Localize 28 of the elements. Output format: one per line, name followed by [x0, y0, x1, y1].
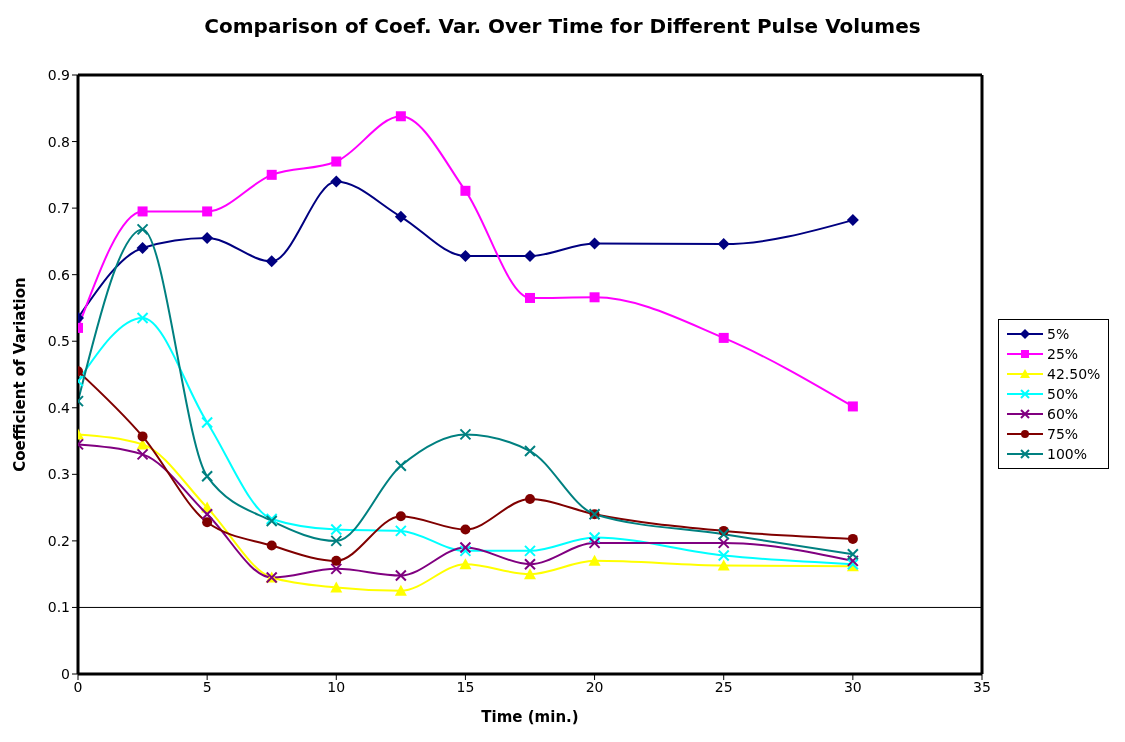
y-tick-label: 0.1 — [47, 599, 70, 616]
y-tick-label: 0.5 — [47, 333, 70, 350]
legend-label: 5% — [1047, 326, 1070, 342]
y-tick-label: 0.6 — [47, 266, 71, 283]
x-tick-label: 25 — [714, 678, 733, 695]
chart-title: Comparison of Coef. Var. Over Time for Different Pulse Volumes — [203, 13, 922, 40]
legend-label: 75% — [1047, 426, 1079, 442]
x-tick-label: 35 — [973, 678, 991, 695]
y-axis-title: Coefficient of Variation — [11, 277, 30, 472]
legend-label: 50% — [1047, 386, 1079, 402]
y-tick-label: 0 — [61, 665, 70, 682]
x-tick-label: 0 — [73, 678, 83, 695]
x-axis-title: Time (min.) — [481, 708, 579, 726]
x-tick-label: 30 — [843, 678, 862, 695]
y-tick-label: 0.8 — [47, 133, 70, 150]
legend-label: 25% — [1047, 346, 1079, 362]
legend-label: 60% — [1047, 406, 1079, 422]
y-tick-label: 0.9 — [47, 66, 70, 83]
x-tick-label: 15 — [456, 678, 475, 695]
legend-label: 100% — [1047, 446, 1088, 462]
x-tick-label: 20 — [585, 678, 604, 695]
y-tick-label: 0.2 — [47, 532, 70, 549]
x-tick-label: 5 — [202, 678, 212, 695]
y-tick-label: 0.7 — [47, 200, 70, 217]
y-tick-label: 0.4 — [47, 399, 71, 416]
y-tick-label: 0.3 — [47, 466, 70, 483]
legend-label: 42.50% — [1047, 366, 1101, 382]
x-tick-label: 10 — [327, 678, 346, 695]
